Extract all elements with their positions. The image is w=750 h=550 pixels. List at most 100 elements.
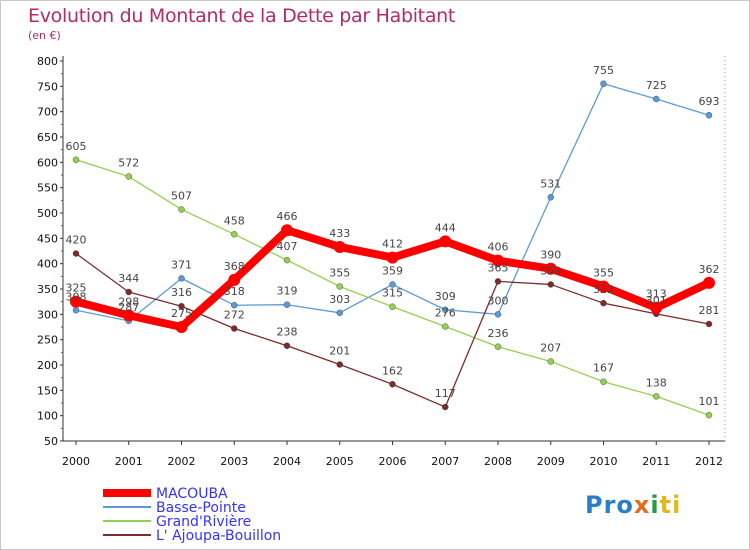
data-label: 406 xyxy=(488,241,509,254)
data-point xyxy=(705,112,713,119)
data-point xyxy=(228,273,241,286)
data-point xyxy=(72,250,80,257)
x-tick-label: 2002 xyxy=(168,455,196,468)
data-label: 355 xyxy=(593,266,614,279)
data-label: 167 xyxy=(593,362,614,375)
y-tick-label: 250 xyxy=(37,334,58,347)
data-label: 162 xyxy=(382,364,403,377)
data-label: 316 xyxy=(171,286,192,299)
data-point xyxy=(703,276,715,289)
data-point xyxy=(283,256,291,264)
data-label: 362 xyxy=(699,263,720,276)
data-label: 300 xyxy=(488,294,509,307)
data-label: 412 xyxy=(382,238,403,251)
x-tick-label: 2006 xyxy=(379,455,407,468)
data-label: 238 xyxy=(277,326,298,339)
logo-part: x xyxy=(633,491,651,519)
data-label: 344 xyxy=(118,272,139,285)
data-point xyxy=(389,303,396,310)
data-label: 407 xyxy=(277,240,298,253)
y-tick-label: 800 xyxy=(37,55,58,68)
data-label: 531 xyxy=(540,177,561,190)
data-label: 287 xyxy=(118,301,139,314)
data-label: 390 xyxy=(540,249,561,262)
legend-label: MACOUBA xyxy=(156,486,228,502)
data-point xyxy=(178,303,185,310)
data-label: 272 xyxy=(224,309,245,322)
y-tick-label: 450 xyxy=(37,232,58,245)
logo-part: Pro xyxy=(585,491,634,519)
data-point xyxy=(70,295,82,308)
data-point xyxy=(650,301,663,314)
data-point xyxy=(389,281,396,288)
data-label: 359 xyxy=(540,264,561,277)
data-point xyxy=(705,411,713,419)
data-point xyxy=(178,275,185,282)
data-label: 365 xyxy=(488,261,509,274)
data-point xyxy=(231,302,238,309)
proxiti-logo: Proxiti xyxy=(585,491,681,519)
data-point xyxy=(389,381,396,388)
data-point xyxy=(547,358,554,365)
data-label: 322 xyxy=(593,283,614,296)
y-tick-label: 200 xyxy=(37,359,58,372)
data-point xyxy=(597,280,610,293)
data-point xyxy=(72,156,80,164)
axes: 50 100 150 200 250 300 350 400 450 500 550 600 650 70… xyxy=(37,55,726,468)
y-tick-label: 350 xyxy=(37,283,58,296)
data-point xyxy=(231,325,238,332)
data-labels: 325 298 275 368 466 433 412 444 406 390 355 313 362 3… xyxy=(66,64,720,408)
data-label: 201 xyxy=(329,344,350,357)
data-label: 281 xyxy=(699,304,720,317)
data-point xyxy=(439,235,452,248)
x-tick-label: 2004 xyxy=(273,455,301,468)
x-tick-label: 2003 xyxy=(220,455,248,468)
data-label: 236 xyxy=(488,327,509,340)
y-tick-label: 550 xyxy=(37,182,58,195)
data-label: 755 xyxy=(593,64,614,77)
y-tick-label: 150 xyxy=(37,384,58,397)
data-label: 298 xyxy=(118,295,139,308)
data-point xyxy=(281,224,293,237)
data-point xyxy=(175,321,188,333)
data-label: 207 xyxy=(540,341,561,354)
data-label: 507 xyxy=(171,189,192,202)
legend-label: Grand'Rivière xyxy=(156,514,251,530)
data-point xyxy=(494,311,502,318)
data-point xyxy=(442,323,449,330)
x-tick-label: 2005 xyxy=(326,455,354,468)
data-label: 433 xyxy=(329,227,350,240)
y-tick-label: 300 xyxy=(37,308,58,321)
x-tick-label: 2011 xyxy=(642,455,670,468)
data-label: 693 xyxy=(699,95,720,108)
data-label: 319 xyxy=(277,285,298,298)
data-label: 315 xyxy=(382,287,403,300)
y-tick-label: 650 xyxy=(37,131,58,144)
x-tick-label: 2000 xyxy=(62,455,90,468)
data-point xyxy=(494,278,502,285)
data-label: 138 xyxy=(646,376,667,389)
x-tick-label: 2012 xyxy=(695,455,723,468)
data-label: 276 xyxy=(435,306,456,319)
logo-part: i xyxy=(650,491,660,519)
chart-subtitle: (en €) xyxy=(28,29,61,42)
data-point xyxy=(336,309,343,317)
data-label: 325 xyxy=(66,282,87,295)
data-label: 725 xyxy=(646,79,667,92)
data-label: 371 xyxy=(171,258,192,271)
data-point xyxy=(705,320,713,328)
series-lines xyxy=(70,80,715,419)
x-tick-label: 2007 xyxy=(431,455,459,468)
y-tick-label: 500 xyxy=(37,207,58,220)
data-label: 318 xyxy=(224,285,245,298)
data-label: 301 xyxy=(646,294,667,307)
data-point xyxy=(442,403,449,411)
x-tick-label: 2010 xyxy=(590,455,618,468)
data-point xyxy=(653,95,660,103)
data-label: 458 xyxy=(224,214,245,227)
data-point xyxy=(72,307,80,314)
data-label: 355 xyxy=(329,266,350,279)
